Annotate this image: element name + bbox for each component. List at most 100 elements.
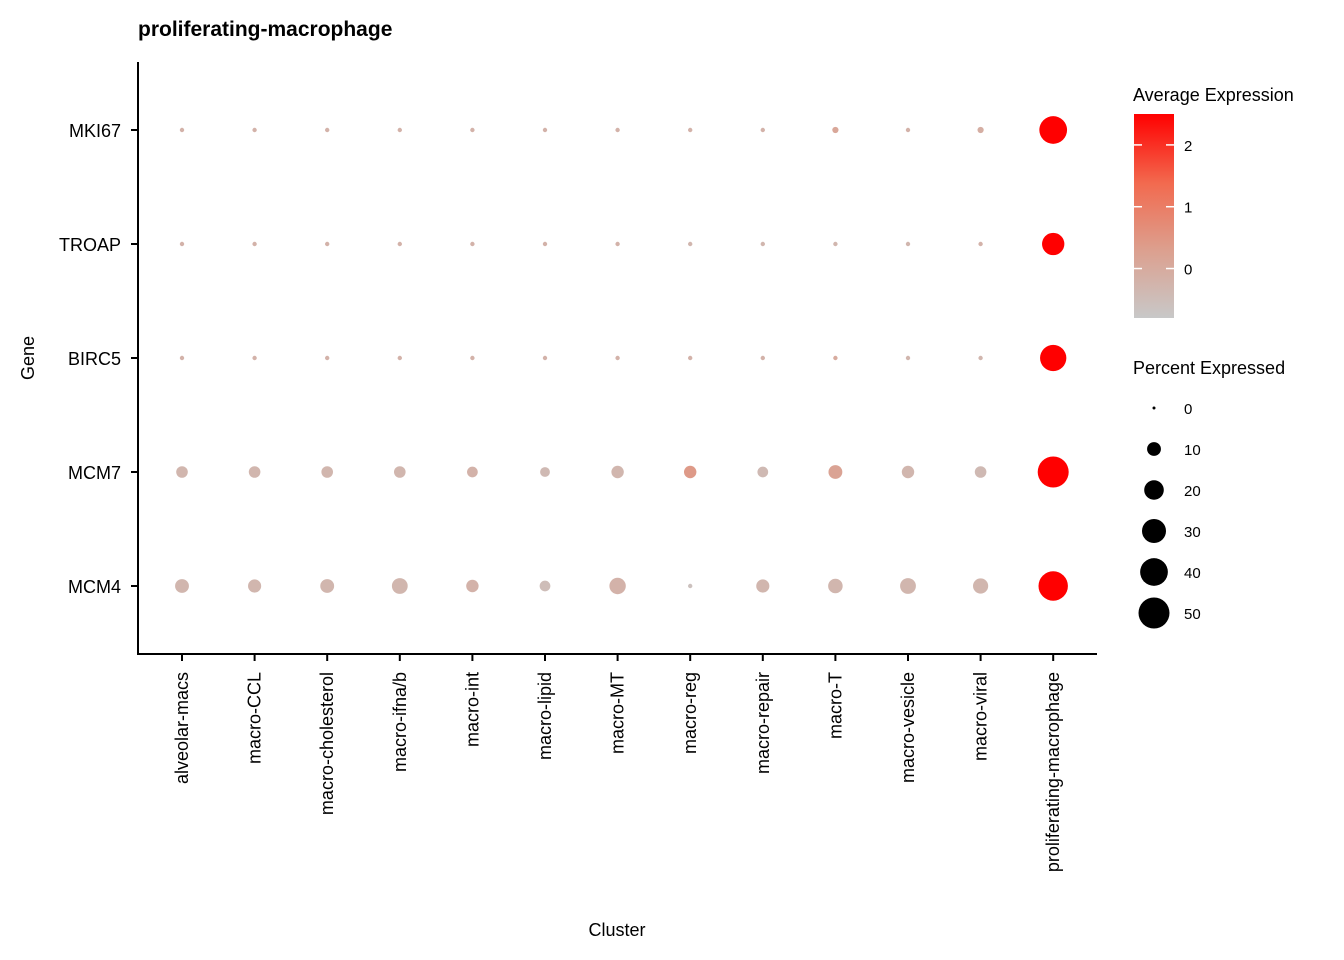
dot-troap-0: [179, 241, 185, 247]
dot-birc5-6: [615, 355, 620, 361]
x-tick-label: proliferating-macrophage: [1043, 672, 1063, 872]
dot-mcm7-10: [901, 465, 915, 479]
dot-troap-9: [833, 241, 838, 247]
dot-birc5-7: [688, 355, 693, 361]
color-legend-label: 1: [1184, 200, 1192, 217]
dot-mki67-2: [325, 127, 330, 133]
dot-mki67-12: [1039, 116, 1068, 144]
dot-birc5-2: [325, 355, 330, 361]
x-tick-label: macro-CCL: [245, 672, 265, 764]
x-tick-label: macro-T: [825, 672, 845, 739]
dot-mcm7-12: [1037, 456, 1069, 488]
dot-birc5-3: [397, 355, 402, 361]
size-legend-label: 10: [1184, 442, 1201, 459]
size-legend-dot: [1140, 558, 1168, 586]
x-tick-label: macro-repair: [753, 672, 773, 774]
dot-troap-2: [325, 241, 330, 247]
color-legend: Average Expression 0 1 2: [1133, 85, 1294, 318]
dot-mcm4-10: [900, 578, 916, 594]
dot-mcm4-8: [756, 579, 770, 593]
dot-birc5-9: [833, 355, 838, 361]
size-legend-dot: [1141, 518, 1167, 544]
color-legend-label: 0: [1184, 262, 1192, 279]
dot-mki67-10: [905, 127, 911, 133]
x-tick-label: macro-MT: [608, 672, 628, 754]
dot-mki67-8: [760, 127, 765, 133]
dot-mcm7-4: [467, 466, 478, 478]
dot-birc5-11: [978, 355, 983, 361]
dot-troap-5: [542, 241, 548, 247]
x-tick-label: macro-viral: [971, 672, 991, 761]
dot-mki67-9: [832, 126, 839, 134]
dot-mcm7-9: [828, 465, 843, 479]
dot-mcm4-0: [175, 579, 189, 593]
dot-birc5-0: [179, 355, 185, 361]
dot-birc5-1: [252, 355, 257, 361]
dot-mcm4-11: [973, 578, 989, 594]
dot-mki67-5: [542, 127, 548, 133]
dot-mki67-4: [470, 127, 475, 133]
dot-mcm4-9: [828, 578, 843, 594]
dot-troap-12: [1042, 232, 1065, 256]
dot-mcm7-3: [394, 466, 406, 478]
dot-troap-8: [760, 241, 765, 247]
size-legend-dot: [1152, 406, 1156, 410]
x-axis-ticks: alveolar-macs macro-CCL macro-cholesterol m…: [172, 654, 1063, 872]
dot-troap-4: [470, 241, 475, 247]
dot-mcm4-6: [609, 577, 626, 595]
y-tick-label: MCM4: [68, 577, 121, 597]
dot-troap-7: [688, 241, 693, 247]
plot-area: [175, 116, 1069, 601]
dot-mcm7-2: [321, 466, 333, 478]
dot-mcm7-1: [248, 466, 261, 478]
x-axis-title: Cluster: [588, 920, 645, 940]
dot-birc5-5: [542, 355, 548, 361]
dot-birc5-12: [1040, 344, 1067, 372]
y-axis-title: Gene: [18, 336, 38, 380]
dot-birc5-10: [905, 355, 911, 361]
dot-mcm7-7: [684, 465, 697, 479]
x-tick-label: macro-reg: [680, 672, 700, 754]
dot-mcm7-5: [540, 467, 550, 477]
size-legend-dot: [1138, 597, 1170, 629]
dot-troap-6: [615, 241, 620, 247]
dot-troap-11: [978, 241, 983, 247]
dot-mcm7-8: [757, 466, 769, 478]
dot-mcm4-2: [320, 579, 335, 593]
dot-troap-1: [252, 241, 257, 247]
dot-mki67-3: [397, 127, 402, 133]
dot-mcm4-1: [248, 579, 262, 593]
dot-mki67-0: [179, 127, 185, 133]
dot-mcm4-12: [1038, 571, 1068, 601]
dot-mki67-1: [252, 127, 257, 133]
size-legend-label: 40: [1184, 565, 1201, 582]
x-tick-label: macro-vesicle: [898, 672, 918, 783]
dot-mcm7-6: [611, 465, 624, 479]
size-legend-label: 20: [1184, 483, 1201, 500]
x-tick-label: macro-cholesterol: [317, 672, 337, 815]
dot-mcm7-11: [974, 466, 987, 478]
y-axis-ticks: MKI67 TROAP BIRC5 MCM7 MCM4: [59, 121, 138, 597]
chart-title: proliferating-macrophage: [138, 18, 392, 41]
x-tick-label: macro-int: [462, 672, 482, 747]
x-tick-label: macro-ifna/b: [390, 672, 410, 772]
y-tick-label: MCM7: [68, 463, 121, 483]
size-legend-label: 30: [1184, 524, 1201, 541]
dot-mcm4-3: [391, 578, 408, 594]
color-legend-bar: [1134, 114, 1174, 318]
y-tick-label: TROAP: [59, 235, 121, 255]
dot-mki67-11: [977, 126, 984, 134]
size-legend-dot: [1147, 442, 1161, 456]
dot-mcm4-7: [688, 583, 693, 589]
size-legend-label: 50: [1184, 606, 1201, 623]
x-tick-label: alveolar-macs: [172, 672, 192, 784]
size-legend-dot: [1144, 480, 1164, 500]
dot-mki67-6: [615, 127, 620, 133]
dot-troap-3: [397, 241, 402, 247]
y-tick-label: BIRC5: [68, 349, 121, 369]
dot-mcm4-5: [539, 580, 551, 592]
dot-troap-10: [905, 241, 911, 247]
x-tick-label: macro-lipid: [535, 672, 555, 760]
dot-mcm4-4: [466, 579, 479, 593]
